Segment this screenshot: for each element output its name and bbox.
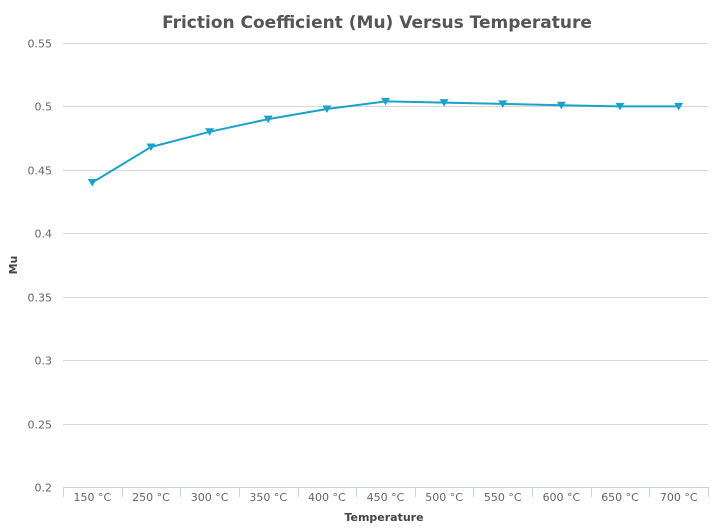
- y-axis-title: Mu: [7, 256, 20, 275]
- data-point-marker: [146, 143, 156, 151]
- y-axis-tick-labels: 0.2 0.25 0.3 0.35 0.4 0.45 0.5 0.55: [28, 38, 53, 495]
- data-point-marker: [498, 100, 508, 108]
- data-point-marker: [87, 179, 97, 187]
- data-point-marker: [615, 102, 625, 111]
- y-tick-label: 0.25: [28, 419, 53, 432]
- data-point-marker: [556, 101, 566, 110]
- x-tick-label: 150 °C: [73, 491, 111, 504]
- x-tick-label: 300 °C: [191, 491, 229, 504]
- y-tick-label: 0.55: [28, 38, 53, 51]
- x-tick-label: 400 °C: [308, 491, 346, 504]
- data-point-marker: [674, 102, 684, 111]
- data-point-marker: [381, 97, 390, 106]
- series-layer: [87, 97, 684, 187]
- data-point-marker: [439, 99, 449, 107]
- x-tick-label: 450 °C: [367, 491, 405, 504]
- y-gridlines: [63, 43, 708, 425]
- y-tick-label: 0.4: [35, 228, 53, 241]
- y-tick-label: 0.5: [35, 101, 53, 114]
- y-tick-label: 0.35: [28, 292, 53, 305]
- y-tick-label: 0.3: [35, 355, 53, 368]
- x-tick-label: 550 °C: [484, 491, 522, 504]
- x-axis-title: Temperature: [344, 511, 423, 524]
- y-tick-label: 0.45: [28, 165, 53, 178]
- x-tick-label: 700 °C: [660, 491, 698, 504]
- x-tick-label: 500 °C: [425, 491, 463, 504]
- x-tick-label: 650 °C: [601, 491, 639, 504]
- x-tick-label: 600 °C: [543, 491, 581, 504]
- x-tick-label: 350 °C: [249, 491, 287, 504]
- data-point-marker: [263, 115, 273, 124]
- x-tick-label: 250 °C: [132, 491, 170, 504]
- x-axis: [63, 487, 709, 497]
- data-point-marker: [322, 105, 332, 113]
- x-axis-tick-labels: 150 °C 250 °C 300 °C 350 °C 400 °C 450 °C 500 …: [73, 491, 697, 504]
- y-tick-label: 0.2: [35, 482, 53, 495]
- chart-title: Friction Coefficient (Mu) Versus Tempera…: [162, 13, 592, 33]
- data-point-marker: [205, 128, 215, 136]
